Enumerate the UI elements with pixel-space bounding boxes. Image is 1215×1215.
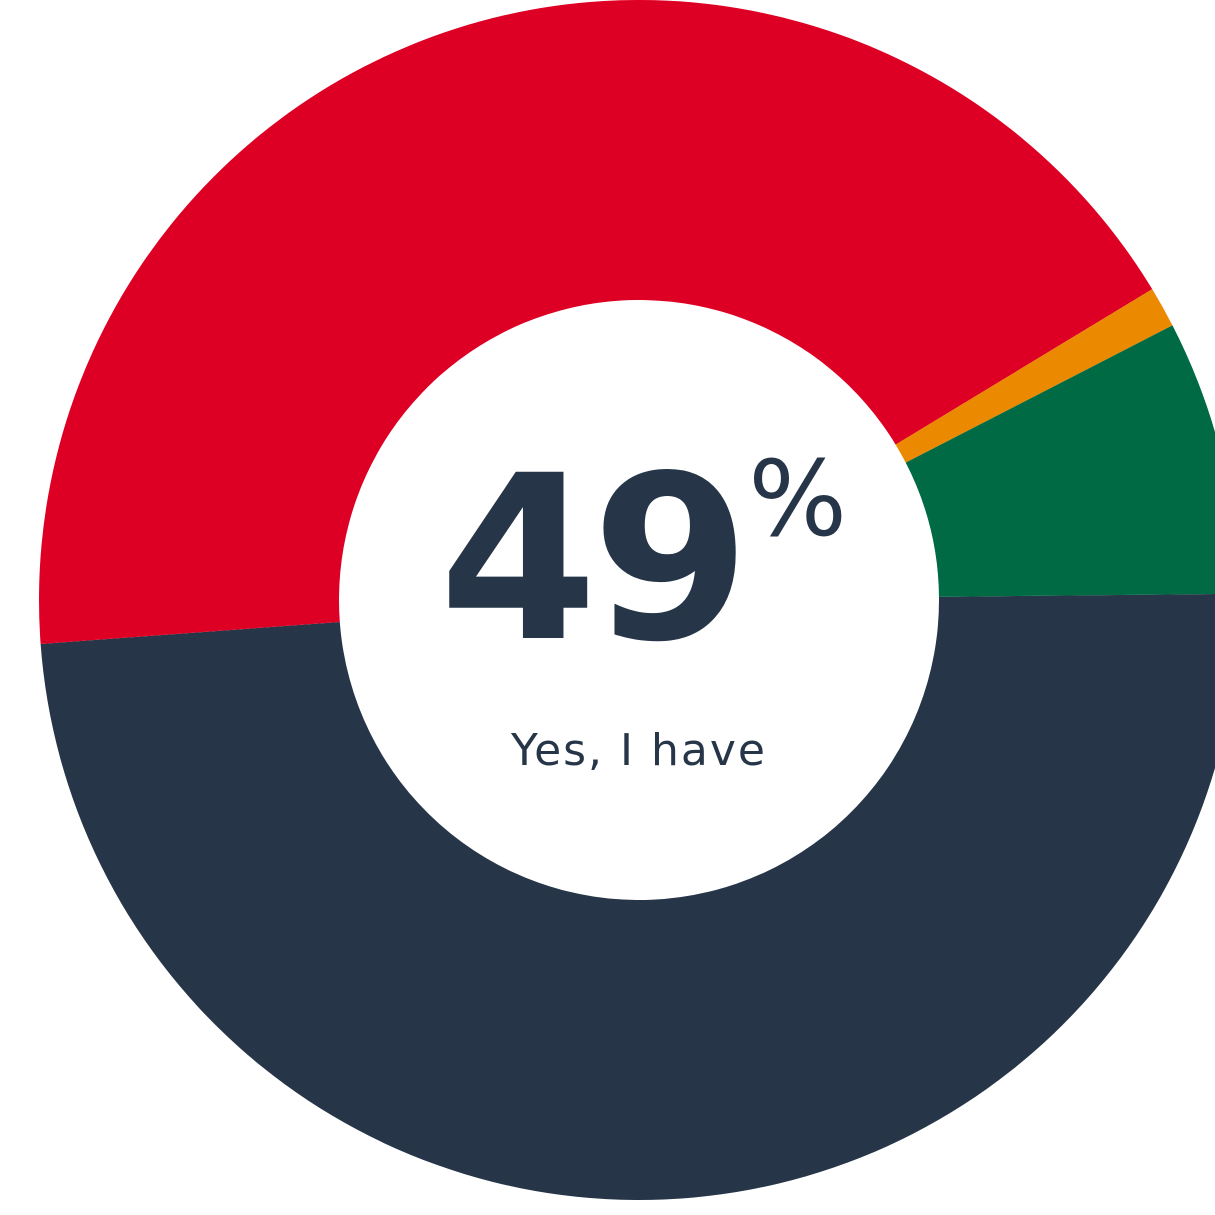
donut-slice-3: [895, 289, 1173, 463]
donut-slice-2: [39, 0, 1153, 644]
donut-slice-1: [40, 593, 1215, 1201]
donut-slices: [39, 0, 1215, 1201]
donut-slice-4: [905, 325, 1215, 597]
